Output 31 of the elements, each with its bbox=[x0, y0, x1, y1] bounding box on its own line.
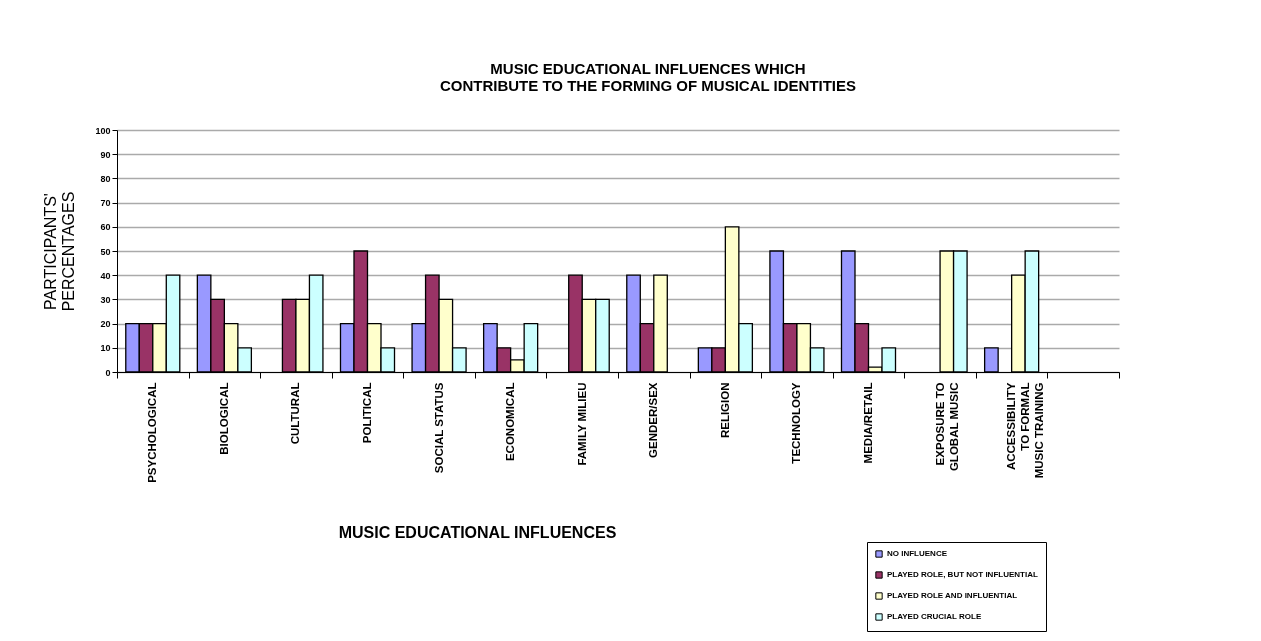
x-tick-label: POLITICAL bbox=[361, 382, 373, 444]
legend-label: PLAYED ROLE AND INFLUENTIAL bbox=[887, 591, 1018, 600]
x-tick-label: FAMILY MILIEU bbox=[575, 382, 588, 466]
x-tick-label: MEDIA/RETAIL bbox=[862, 382, 874, 464]
x-tick-label: EXPOSURE TO GLOBAL MUSIC bbox=[933, 382, 960, 472]
legend-label: PLAYED CRUCIAL ROLE bbox=[887, 612, 982, 621]
legend-label: PLAYED ROLE, BUT NOT INFLUENTIAL bbox=[887, 570, 1038, 579]
y-axis-title: PARTICIPANTS' PERCENTAGES bbox=[42, 191, 78, 312]
x-tick-label: CULTURAL bbox=[289, 382, 302, 445]
y-tick-label: 90 bbox=[100, 149, 111, 160]
x-tick-label: SOCIAL STATUS bbox=[432, 382, 445, 474]
x-tick-label: RELIGION bbox=[718, 382, 731, 439]
y-tick-label: 10 bbox=[100, 343, 111, 354]
x-tick-label: GENDER/SEX bbox=[647, 382, 660, 458]
y-tick-label: 70 bbox=[100, 198, 111, 209]
y-tick-label: 0 bbox=[105, 367, 111, 378]
x-axis-title: MUSIC EDUCATIONAL INFLUENCES bbox=[338, 523, 617, 541]
chart-title: MUSIC EDUCATIONAL INFLUENCES WHICH CONTRIBUTE TO THE FORMING OF MUSICAL IDENTITIES bbox=[439, 60, 857, 94]
x-tick-label: PSYCHOLOGICAL bbox=[146, 382, 159, 483]
y-tick-label: 30 bbox=[100, 294, 111, 305]
y-tick-label: 40 bbox=[100, 270, 111, 281]
x-tick-label: ECONOMICAL bbox=[504, 382, 517, 462]
y-tick-label: 60 bbox=[100, 222, 111, 233]
y-tick-label: 80 bbox=[100, 173, 111, 184]
y-tick-label: 50 bbox=[100, 246, 111, 257]
y-tick-label: 100 bbox=[95, 125, 111, 136]
x-tick-label: TECHNOLOGY bbox=[790, 382, 803, 464]
x-tick-label: ACCESSIBILITY TO FORMAL MUSIC TRAINING bbox=[1005, 382, 1046, 479]
x-tick-label: BIOLOGICAL bbox=[217, 382, 230, 455]
y-tick-label: 20 bbox=[100, 319, 111, 330]
legend-label: NO INFLUENCE bbox=[887, 549, 948, 558]
